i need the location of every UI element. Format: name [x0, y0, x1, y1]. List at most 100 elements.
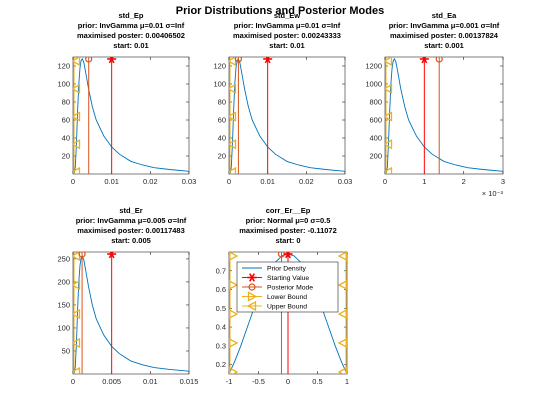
- legend-label: Upper Bound: [267, 303, 307, 310]
- y-tick-label: 0.4: [216, 323, 226, 332]
- x-tick-label: 0.01: [104, 177, 119, 186]
- axes-box: [384, 56, 504, 175]
- y-tick-label: 50: [62, 347, 70, 356]
- y-tick-label: 60: [62, 116, 70, 125]
- star-stroke: [421, 57, 427, 64]
- lower-bound-marker: [229, 308, 239, 320]
- y-tick-label: 600: [369, 116, 382, 125]
- y-tick-label: 100: [57, 324, 70, 333]
- legend: Prior Density Starting Value Posterior Mod…: [236, 261, 339, 313]
- lower-bound-marker: [229, 366, 239, 374]
- subplot-title-line: prior: InvGamma μ=0.001 σ=Inf: [389, 21, 500, 30]
- legend-entry: Starting Value: [242, 273, 309, 282]
- y-tick-label: 200: [57, 278, 70, 287]
- lower-bound-marker: [229, 252, 239, 262]
- subplot-title-name: std_Ea: [432, 11, 457, 20]
- lower-bound-marker: [229, 279, 239, 291]
- x-tick-label: 0.03: [182, 177, 197, 186]
- x-tick-label: 0: [71, 177, 75, 186]
- lower-bound-marker: [385, 166, 393, 174]
- subplot-title-line: start: 0.01: [113, 41, 148, 50]
- y-tick-label: 1200: [365, 62, 382, 71]
- x-tick-label: -0.5: [252, 377, 265, 386]
- prior-density-line: [73, 255, 189, 374]
- y-tick-label: 60: [218, 116, 226, 125]
- subplot-title-line: maximised poster: 0.00117483: [77, 226, 185, 235]
- figure-title: Prior Distributions and Posterior Modes: [176, 5, 384, 17]
- x-tick-label: 0.01: [260, 177, 275, 186]
- x-tick-label: 0.5: [312, 377, 322, 386]
- plot-area: [229, 57, 345, 174]
- lower-bound-marker: [73, 308, 81, 320]
- upper-bound-marker: [337, 366, 347, 374]
- x-tick-label: 0.01: [143, 377, 158, 386]
- x-tick-label: -1: [226, 377, 233, 386]
- y-tick-label: 200: [369, 152, 382, 161]
- x-tick-label: 0.03: [338, 177, 353, 186]
- x-tick-label: 0: [286, 377, 290, 386]
- subplot-title-name: std_Er: [119, 206, 142, 215]
- y-tick-label: 1000: [365, 80, 382, 89]
- posterior-mode-marker: [78, 252, 86, 258]
- lower-bound-marker: [385, 57, 393, 67]
- star-stroke: [108, 57, 114, 64]
- lower-bound-marker: [73, 279, 81, 291]
- axes-box: [72, 251, 190, 375]
- y-tick-label: 80: [62, 98, 70, 107]
- subplot-title-name: std_Ew: [274, 11, 300, 20]
- y-tick-label: 0.2: [216, 360, 226, 369]
- prior-density-line: [229, 57, 345, 174]
- subplot-title-line: maximised poster: 0.00243333: [233, 31, 341, 40]
- legend-label: Posterior Mode: [267, 284, 313, 291]
- x-tick-label: 1: [345, 377, 349, 386]
- x-tick-label: 1: [422, 177, 426, 186]
- upper-bound-marker: [337, 337, 347, 349]
- y-tick-label: 0.6: [216, 285, 226, 294]
- x-tick-label: 0.005: [102, 377, 121, 386]
- lower-bound-marker: [73, 166, 81, 174]
- plot-area: [73, 252, 189, 374]
- lower-bound-marker: [73, 111, 81, 122]
- y-tick-label: 0.7: [216, 266, 226, 275]
- y-tick-label: 0.5: [216, 304, 226, 313]
- axes-box: [72, 56, 190, 175]
- start-value-marker: [283, 252, 293, 259]
- x-exponent-label: × 10⁻³: [482, 189, 504, 198]
- y-tick-label: 0.3: [216, 341, 226, 350]
- legend-entry: Prior Density: [242, 265, 307, 272]
- legend-entry: Upper Bound: [242, 300, 307, 312]
- lower-bound-marker: [73, 139, 81, 150]
- lower-bound-marker: [229, 139, 237, 150]
- subplot-title-line: start: 0.005: [111, 236, 151, 245]
- star-stroke: [264, 57, 270, 64]
- legend-label: Prior Density: [267, 265, 307, 272]
- upper-bound-marker: [337, 279, 347, 291]
- lower-bound-marker: [385, 111, 393, 122]
- subplot-title-line: prior: InvGamma μ=0.005 σ=Inf: [76, 216, 187, 225]
- subplot-title-name: corr_Er__Ep: [266, 206, 311, 215]
- subplot-title-line: prior: Normal μ=0 σ=0.5: [246, 216, 331, 225]
- lower-bound-marker: [385, 83, 393, 94]
- posterior-mode-marker: [234, 57, 243, 63]
- lower-bound-marker: [73, 57, 81, 67]
- y-tick-label: 80: [218, 98, 226, 107]
- legend-mode-marker: [248, 283, 256, 291]
- subplot-title-line: start: 0.001: [424, 41, 464, 50]
- star-stroke: [108, 252, 114, 259]
- plot-area: [385, 57, 503, 174]
- legend-entry: Lower Bound: [242, 291, 307, 302]
- start-value-marker: [263, 57, 273, 64]
- x-tick-label: 2: [462, 177, 466, 186]
- subplot-title-line: maximised poster: 0.00137824: [390, 31, 499, 40]
- y-tick-label: 250: [57, 255, 70, 264]
- plot-area: [73, 57, 189, 174]
